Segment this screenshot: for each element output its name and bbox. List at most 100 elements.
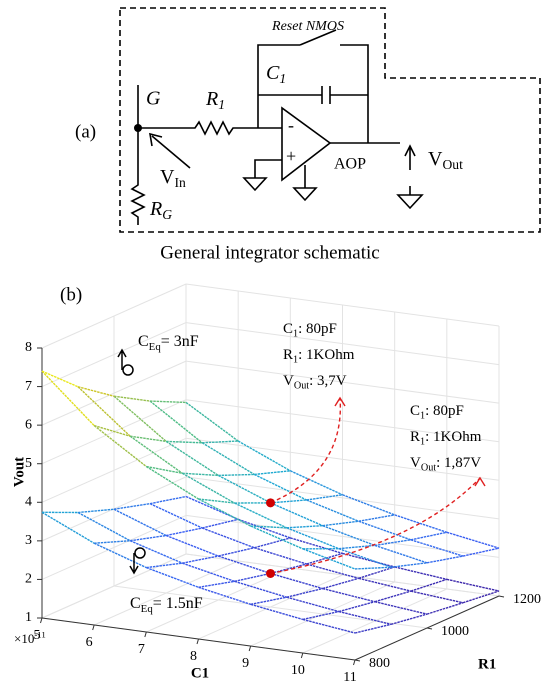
mesh-segment — [146, 562, 183, 569]
opamp — [281, 106, 332, 182]
tick-mark — [144, 631, 147, 638]
mesh-segment — [322, 525, 376, 547]
label-rest: = 1.5nF — [153, 595, 203, 612]
tick-mark — [426, 627, 433, 630]
x-tick-label: 8 — [190, 649, 197, 664]
mesh-segment — [306, 552, 343, 565]
mesh-segment — [286, 527, 340, 550]
label: VOut: 1,87V — [410, 455, 481, 473]
label-sub: Out — [442, 157, 463, 172]
x-tick-label: 6 — [86, 635, 93, 650]
label: VOut: 3,7V — [283, 373, 347, 391]
label: R1: 1KOhm — [410, 429, 482, 447]
mesh-segment — [149, 495, 187, 505]
mesh-segment — [426, 602, 464, 615]
label-rest: : 80pF — [298, 321, 337, 337]
label-main: C — [410, 403, 420, 419]
mesh-segment — [410, 578, 448, 592]
z-tick-label: 7 — [25, 379, 32, 394]
mesh-segment — [390, 613, 428, 626]
mesh-segment — [250, 525, 287, 529]
point — [266, 498, 275, 508]
label-sub: 1 — [293, 355, 298, 366]
mesh-segment — [198, 498, 235, 504]
label-main: C — [283, 321, 293, 337]
x-tick-label: 5 — [34, 628, 41, 643]
mesh-segment — [270, 563, 307, 575]
label-main: R — [283, 347, 293, 363]
leader — [270, 397, 342, 504]
mesh-segment — [306, 499, 359, 522]
z-tick-label: 3 — [25, 533, 32, 548]
label-main: R — [149, 198, 162, 220]
g-label: G — [146, 88, 161, 110]
mesh-segment — [462, 590, 500, 604]
tick-mark — [248, 645, 252, 652]
mesh-segment — [113, 395, 151, 402]
mesh-segment — [218, 473, 255, 477]
mesh-segment — [218, 555, 271, 575]
grid-line — [41, 514, 187, 580]
label: VIn — [160, 166, 186, 191]
label-sub: In — [174, 175, 186, 190]
mesh-segment — [130, 534, 167, 542]
tick-mark — [498, 595, 505, 598]
mesh-segment — [185, 401, 239, 442]
mesh-segment — [286, 524, 323, 529]
label-main: R — [410, 429, 420, 445]
label-sub: 1 — [420, 437, 425, 448]
plus-label: + — [286, 146, 296, 166]
label-sub: Eq — [149, 340, 162, 352]
label-sub: Out — [294, 381, 309, 392]
mesh-segment — [146, 566, 199, 588]
x-axis-label: C1 — [191, 665, 209, 681]
panel-label: (a) — [75, 121, 96, 142]
mesh-segment — [302, 548, 356, 570]
label-rest: : 3,7V — [309, 373, 347, 389]
marker — [134, 547, 146, 559]
mesh-segment — [77, 386, 131, 437]
mesh-segment — [198, 580, 235, 589]
mesh-segment — [358, 577, 411, 592]
tick-mark — [196, 638, 199, 645]
label-main: C — [266, 62, 280, 84]
mesh-segment — [358, 520, 412, 541]
mesh-segment — [234, 580, 287, 598]
grid-line — [41, 360, 187, 426]
mesh-segment — [446, 531, 500, 549]
mesh-segment — [202, 518, 239, 529]
z-axis-label: Vout — [11, 457, 27, 487]
mesh-segment — [270, 572, 323, 590]
mesh-segment — [410, 531, 447, 541]
mesh-segment — [254, 470, 291, 476]
mesh-segment — [338, 601, 376, 613]
grid-line — [185, 553, 500, 597]
marker — [122, 364, 134, 376]
mesh-segment — [374, 601, 428, 615]
label-main: V — [283, 373, 294, 389]
leader-head — [334, 396, 346, 407]
mesh-segment — [201, 527, 255, 549]
label-rest: : 80pF — [425, 403, 464, 419]
mesh-segment — [113, 508, 167, 537]
label-main: R — [205, 88, 218, 110]
label: CEq= 1.5nF — [130, 595, 203, 615]
grid-line — [185, 399, 500, 443]
leader-head — [474, 476, 486, 487]
grid-line — [41, 322, 187, 388]
mesh-segment — [394, 566, 447, 581]
leader — [270, 477, 481, 575]
mesh-segment — [77, 511, 131, 542]
mesh-segment — [113, 395, 167, 442]
z-tick-label: 5 — [25, 456, 32, 471]
mesh-segment — [338, 544, 375, 550]
label: C1 — [266, 62, 286, 87]
y-tick-label: 1000 — [441, 624, 469, 639]
mesh-segment — [270, 499, 307, 504]
mesh-segment — [182, 472, 219, 477]
grid-line — [185, 360, 500, 404]
point — [266, 568, 275, 578]
x-tick-label: 9 — [242, 656, 249, 671]
x-tick-label: 7 — [138, 642, 145, 657]
mesh-segment — [254, 547, 307, 565]
